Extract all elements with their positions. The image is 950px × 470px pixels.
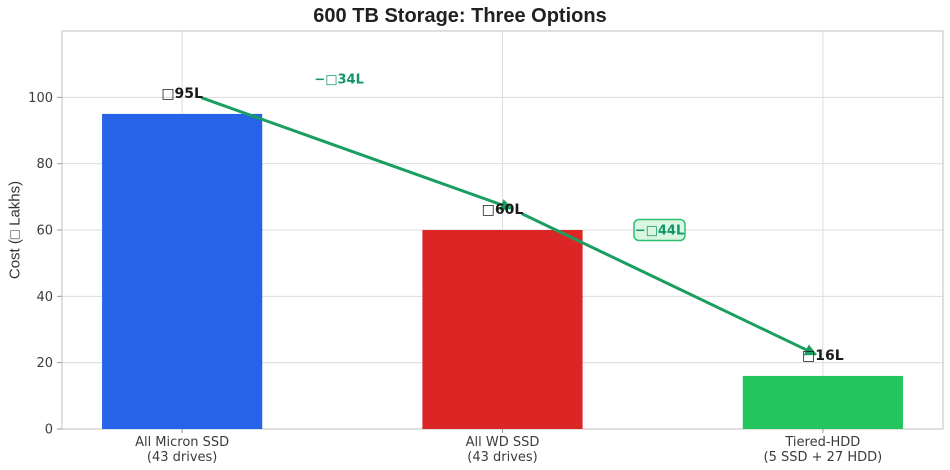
x-tick-label: All WD SSD [466, 435, 540, 450]
bar-value-label: □60L [482, 202, 524, 218]
savings-annotation-label: −□34L [314, 73, 364, 88]
savings-annotation-label: −□44L [635, 224, 685, 239]
bar-all-micron-ssd [102, 113, 263, 430]
x-tick-label: (5 SSD + 27 HDD) [764, 450, 883, 465]
y-tick-label: 20 [36, 356, 53, 371]
x-tick-label: All Micron SSD [135, 435, 229, 450]
x-tick-label: (43 drives) [467, 450, 538, 465]
bar-value-label: □95L [161, 86, 203, 102]
y-tick-label: 100 [28, 91, 53, 106]
bar-tiered-hdd [742, 375, 903, 429]
savings-arrow [200, 96, 513, 211]
savings-annotation-box [633, 218, 686, 242]
bar-all-wd-ssd [422, 230, 583, 429]
y-tick-label: 60 [36, 224, 53, 239]
y-tick-label: 0 [45, 423, 53, 438]
savings-arrow [521, 212, 818, 356]
y-tick-label: 80 [36, 157, 53, 172]
chart-title: 600 TB Storage: Three Options [313, 5, 607, 27]
bar-value-label: □16L [802, 348, 844, 364]
y-tick-label: 40 [36, 290, 53, 305]
x-tick-label: (43 drives) [147, 450, 218, 465]
x-tick-label: Tiered-HDD [784, 435, 860, 450]
